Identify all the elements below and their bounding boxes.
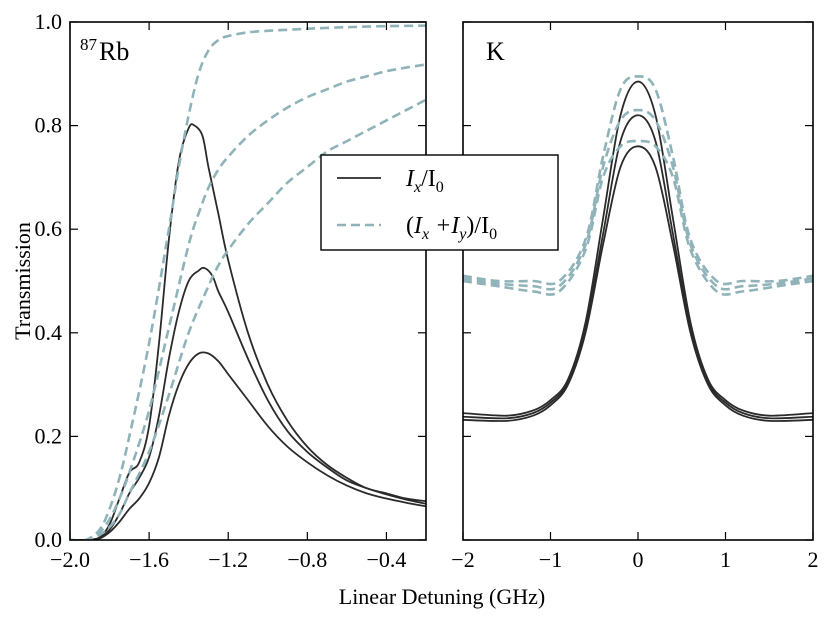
rb-y-tick-label: 1.0: [35, 9, 63, 34]
y-axis-title: Transmission: [10, 222, 35, 340]
rb-y-tick-label: 0.2: [35, 423, 63, 448]
rb-curves: [70, 24, 426, 540]
rb-series-solid-3: [70, 351, 426, 540]
rb-panel-label: 87Rb: [80, 35, 129, 66]
k-panel-label: K: [486, 37, 505, 66]
k-ticks: −2 −1 0 1 2: [451, 21, 819, 572]
legend-box: [320, 154, 559, 251]
rb-series-dashed-5: [70, 63, 426, 540]
rb-isotope-superscript: 87: [80, 35, 98, 54]
rb-ticks: −2.0 −1.6 −1.2 −0.8 −0.4 0.0 0.2 0.4 0.6 0.8 1.0: [35, 9, 426, 572]
k-series-solid-2: [463, 114, 813, 420]
rb-y-tick-label: 0.4: [35, 320, 63, 345]
k-series-solid-3: [463, 145, 813, 422]
k-series-dashed-4: [463, 75, 813, 286]
k-axes-frame: [462, 21, 814, 541]
k-x-tick-label: 1: [720, 547, 731, 572]
rb-series-solid-2: [70, 266, 426, 540]
x-axis-title: Linear Detuning (GHz): [339, 584, 545, 609]
k-curves: [463, 75, 813, 422]
k-x-tick-label: −1: [539, 547, 562, 572]
rb-y-tick-label: 0.0: [35, 527, 63, 552]
rb-y-tick-label: 0.6: [35, 216, 63, 241]
rb-axes-frame: [69, 21, 427, 541]
rb-x-tick-label: −1.6: [129, 547, 169, 572]
rb-y-tick-label: 0.8: [35, 113, 63, 138]
legend-label-ix: Ix/I0: [405, 166, 444, 196]
rb-x-tick-label: −2.0: [50, 547, 90, 572]
legend: Ix/I0 (Ix +Iy)/I0: [320, 154, 559, 251]
k-x-tick-label: −2: [451, 547, 474, 572]
panel-rb: −2.0 −1.6 −1.2 −0.8 −0.4 0.0 0.2 0.4 0.6 0.8 1.0 8…: [35, 9, 427, 572]
rb-series-dashed-6: [70, 98, 426, 540]
rb-element-label: Rb: [99, 37, 129, 66]
rb-series-dashed-4: [70, 24, 426, 540]
panel-k: −2 −1 0 1 2 K: [451, 21, 819, 572]
k-x-tick-label: 2: [808, 547, 819, 572]
k-x-tick-label: 0: [633, 547, 644, 572]
k-series-dashed-5: [463, 108, 813, 291]
rb-x-tick-label: −1.2: [208, 547, 248, 572]
k-series-solid-1: [463, 80, 813, 417]
rb-x-tick-label: −0.4: [366, 547, 406, 572]
legend-label-ixy: (Ix +Iy)/I0: [406, 213, 497, 243]
rb-x-tick-label: −0.8: [287, 547, 327, 572]
